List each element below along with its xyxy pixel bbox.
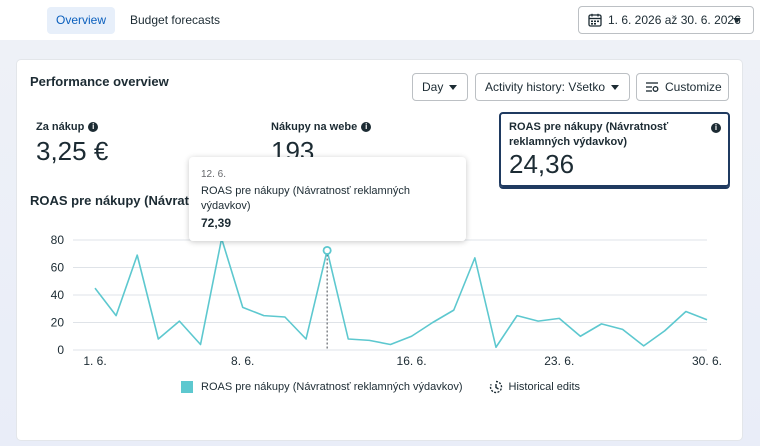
data-point [304, 337, 308, 341]
activity-history-dropdown[interactable]: Activity history: Všetko [475, 73, 630, 101]
metric-label: Nákupy na webe [271, 121, 358, 133]
y-tick-label: 0 [57, 343, 64, 357]
chart-legend: ROAS pre nákupy (Návratnosť reklamných v… [181, 380, 580, 394]
day-dropdown[interactable]: Day [412, 73, 468, 101]
top-nav: Overview Budget forecasts 1. 6. 2026 až … [0, 0, 760, 40]
data-point [473, 256, 477, 260]
metric-roas-selected[interactable]: ROAS pre nákupy (Návratnosť reklamných v… [499, 112, 730, 187]
data-point [578, 334, 582, 338]
metric-value: 24,36 [509, 149, 575, 179]
data-point [135, 253, 139, 257]
data-point [705, 318, 709, 322]
data-point [684, 310, 688, 314]
data-point [452, 308, 456, 312]
data-point [346, 337, 350, 341]
card-title: Performance overview [30, 74, 169, 89]
data-point [388, 343, 392, 347]
y-tick-label: 60 [51, 261, 65, 275]
x-tick-label: 30. 6. [692, 354, 722, 368]
metric-label: ROAS pre nákupy (Návratnosť reklamných v… [509, 121, 669, 148]
metric-label: Za nákup [36, 121, 85, 133]
data-point [283, 315, 287, 319]
info-icon[interactable]: i [88, 122, 99, 132]
data-point [515, 314, 519, 318]
data-point [431, 321, 435, 325]
y-tick-label: 80 [51, 233, 65, 247]
tooltip-date: 12. 6. [201, 169, 227, 180]
calendar-icon [588, 13, 602, 27]
chart-tooltip: 12. 6. ROAS pre nákupy (Návratnosť rekla… [189, 157, 466, 241]
data-point [536, 319, 540, 323]
legend-swatch [181, 381, 193, 393]
tooltip-value: 72,39 [201, 216, 232, 230]
data-point [621, 327, 625, 331]
series-line [94, 237, 708, 349]
data-point [156, 337, 160, 341]
data-point [642, 344, 646, 348]
chevron-down-icon [611, 85, 619, 90]
data-point [599, 322, 603, 326]
date-range-label: 1. 6. 2026 až 30. 6. 2026 [608, 13, 741, 27]
performance-card: Performance overview Day Activity histor… [17, 60, 742, 440]
date-range-picker[interactable]: 1. 6. 2026 až 30. 6. 2026 [578, 6, 754, 34]
legend-series-label[interactable]: ROAS pre nákupy (Návratnosť reklamných v… [201, 381, 463, 393]
data-point [494, 345, 498, 349]
info-icon[interactable]: i [361, 122, 372, 132]
highlighted-point [322, 245, 332, 255]
data-point [410, 334, 414, 338]
customize-button[interactable]: Customize [636, 73, 729, 101]
metric-cost-per-purchase[interactable]: Za nákup i 3,25 € [36, 121, 108, 167]
chevron-down-icon [733, 18, 741, 23]
data-point [557, 316, 561, 320]
data-point [663, 329, 667, 333]
customize-icon [646, 82, 659, 92]
data-point [241, 305, 245, 309]
history-icon [489, 380, 502, 394]
activity-history-label: Activity history: Všetko [485, 80, 606, 94]
tab-overview[interactable]: Overview [47, 7, 116, 34]
data-point [367, 338, 371, 342]
data-point [199, 343, 203, 347]
tooltip-metric: ROAS pre nákupy (Návratnosť reklamných v… [201, 185, 410, 212]
data-point [93, 286, 97, 290]
y-tick-label: 40 [51, 288, 65, 302]
y-tick-label: 20 [51, 316, 65, 330]
data-point [114, 314, 118, 318]
legend-historical-edits[interactable]: Historical edits [489, 380, 581, 394]
legend-historical-label: Historical edits [508, 381, 581, 393]
chevron-down-icon [449, 85, 457, 90]
tab-budget-forecasts[interactable]: Budget forecasts [130, 13, 221, 27]
customize-label: Customize [665, 80, 722, 94]
info-icon[interactable]: i [711, 123, 721, 133]
data-point [262, 314, 266, 318]
day-dropdown-label: Day [422, 80, 444, 94]
x-tick-label: 16. 6. [397, 354, 427, 368]
data-point [177, 319, 181, 323]
x-tick-label: 23. 6. [544, 354, 574, 368]
x-tick-label: 8. 6. [231, 354, 254, 368]
x-tick-label: 1. 6. [83, 354, 106, 368]
metric-value: 3,25 € [36, 136, 109, 166]
